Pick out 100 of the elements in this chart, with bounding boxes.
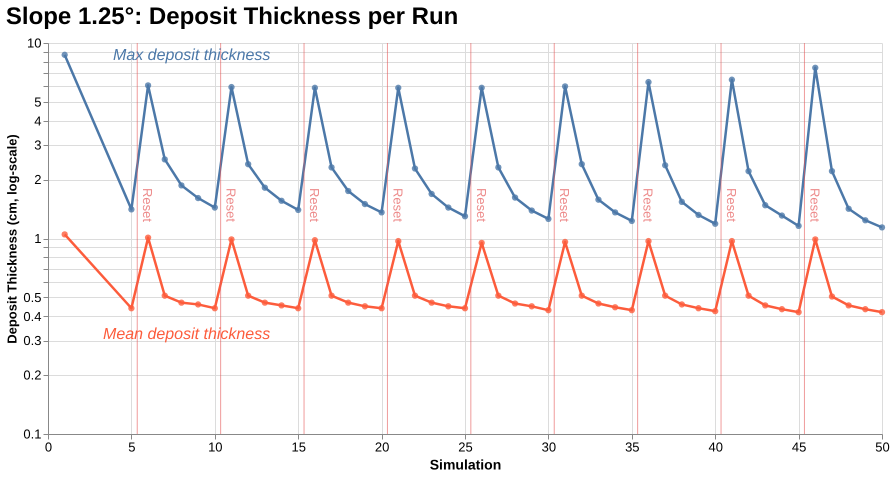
y-tick-label: 4 [34, 113, 42, 128]
point [445, 303, 452, 310]
point [144, 82, 152, 89]
point [428, 299, 435, 306]
x-tick-label: 0 [44, 440, 52, 454]
chart-title: Slope 1.25°: Deposit Thickness per Run [6, 3, 458, 30]
x-axis-title: Simulation [430, 456, 502, 472]
point [695, 305, 702, 312]
point [712, 308, 718, 314]
point [395, 84, 402, 91]
point [278, 198, 285, 204]
point [212, 305, 218, 312]
point [345, 188, 352, 194]
y-tick-label: 0.1 [23, 426, 42, 442]
annotation: Mean deposit thickness [103, 326, 270, 343]
ref-line-label: Reset [807, 188, 822, 222]
point [595, 196, 602, 203]
point [645, 78, 652, 86]
point [828, 168, 836, 174]
point [512, 300, 518, 307]
point [778, 306, 786, 312]
point [178, 299, 185, 306]
point [312, 237, 318, 244]
ref-line-label: Reset [474, 188, 489, 222]
point [795, 309, 802, 316]
point [712, 220, 718, 227]
point [662, 162, 668, 168]
point [612, 209, 618, 216]
point [628, 218, 635, 224]
point [245, 161, 252, 168]
point [428, 190, 435, 198]
y-tick-label: 0.5 [23, 290, 42, 305]
point [762, 202, 768, 208]
point [395, 238, 402, 244]
point [194, 194, 202, 202]
point [645, 238, 652, 244]
point [478, 84, 485, 91]
x-tick-label: 10 [208, 440, 223, 454]
point [612, 304, 618, 310]
point [212, 204, 218, 211]
x-tick-label: 15 [291, 440, 306, 454]
point [778, 212, 786, 219]
point [578, 292, 585, 299]
point [595, 300, 602, 307]
point [462, 305, 468, 312]
point [695, 212, 702, 218]
point [545, 216, 552, 222]
point [362, 200, 368, 208]
point [545, 307, 552, 314]
point [345, 299, 352, 306]
point [295, 206, 302, 214]
point [378, 305, 385, 312]
point [562, 238, 568, 246]
x-tick-label: 30 [542, 440, 556, 454]
y-axis-title: Deposit Thickness (cm, log-scale) [4, 134, 20, 344]
point [412, 165, 418, 172]
point [728, 76, 736, 83]
point [862, 217, 868, 224]
ref-line-label: Reset [640, 188, 656, 222]
point [828, 293, 836, 300]
point [262, 299, 268, 306]
point [845, 206, 852, 212]
x-tick-label: 20 [374, 440, 390, 454]
y-tick-label: 2 [34, 172, 42, 188]
point [845, 302, 852, 309]
point [228, 84, 235, 90]
point [495, 164, 502, 171]
ref-line-label: Reset [557, 188, 572, 222]
y-tick-label: 0.2 [23, 368, 42, 383]
x-tick-label: 5 [128, 440, 136, 454]
point [728, 238, 736, 244]
x-tick-label: 50 [875, 440, 890, 454]
ref-line-label: Reset [224, 188, 239, 222]
point [328, 164, 335, 171]
point [62, 231, 68, 238]
point [512, 194, 518, 201]
y-tick-label: 5 [34, 94, 42, 110]
point [878, 224, 886, 231]
x-tick-label: 45 [792, 440, 806, 454]
point [562, 83, 568, 90]
ref-line-label: Reset [140, 188, 156, 222]
point [228, 236, 235, 243]
point [628, 307, 635, 314]
point [328, 292, 335, 299]
ref-line-label: Reset [724, 188, 740, 222]
point [662, 292, 668, 299]
point [262, 184, 268, 191]
point [128, 305, 135, 312]
point [812, 236, 818, 243]
point [495, 292, 502, 299]
y-tick-label: 0.3 [23, 333, 42, 348]
point [194, 301, 202, 308]
point [62, 52, 68, 58]
point [878, 309, 886, 316]
point [528, 303, 535, 310]
y-tick-label: 3 [34, 138, 42, 153]
y-tick-label: 1 [34, 231, 42, 246]
y-tick-label: 10 [27, 36, 42, 50]
point [462, 213, 468, 220]
x-tick-label: 40 [708, 440, 723, 454]
